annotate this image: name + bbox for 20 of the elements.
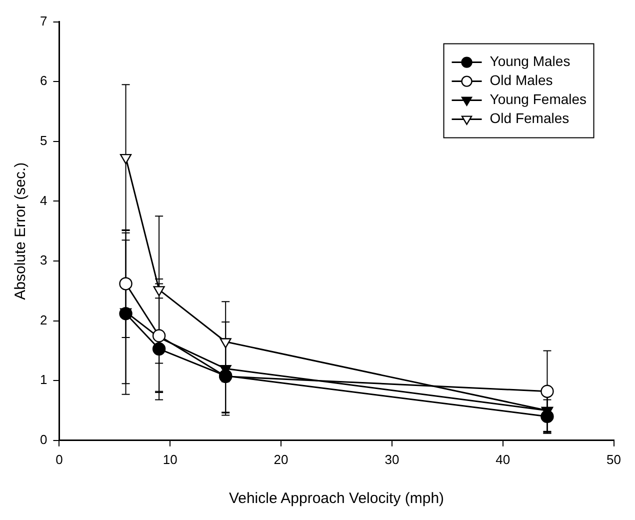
legend-label: Young Males xyxy=(490,53,570,70)
y-axis-title: Absolute Error (sec.) xyxy=(12,162,30,300)
y-tick-label: 6 xyxy=(40,73,48,88)
y-tick-label: 1 xyxy=(40,372,48,388)
x-tick-label: 50 xyxy=(606,452,622,467)
x-tick-label: 0 xyxy=(56,452,63,467)
y-tick-label: 4 xyxy=(40,192,48,208)
legend-label: Old Males xyxy=(490,72,553,88)
x-tick-label: 30 xyxy=(384,452,400,467)
legend-label: Young Females xyxy=(490,91,587,108)
y-tick-label: 3 xyxy=(40,252,48,268)
y-tick-label: 2 xyxy=(40,312,48,328)
x-axis-title: Vehicle Approach Velocity (mph) xyxy=(228,490,444,508)
legend-label: Old Females xyxy=(490,110,570,126)
y-tick-label: 5 xyxy=(40,132,48,148)
x-tick-label: 10 xyxy=(162,452,178,467)
x-tick-label: 20 xyxy=(274,452,288,467)
y-tick-label: 0 xyxy=(40,432,48,447)
y-tick-label: 7 xyxy=(40,13,48,28)
x-tick-label: 40 xyxy=(496,452,510,467)
